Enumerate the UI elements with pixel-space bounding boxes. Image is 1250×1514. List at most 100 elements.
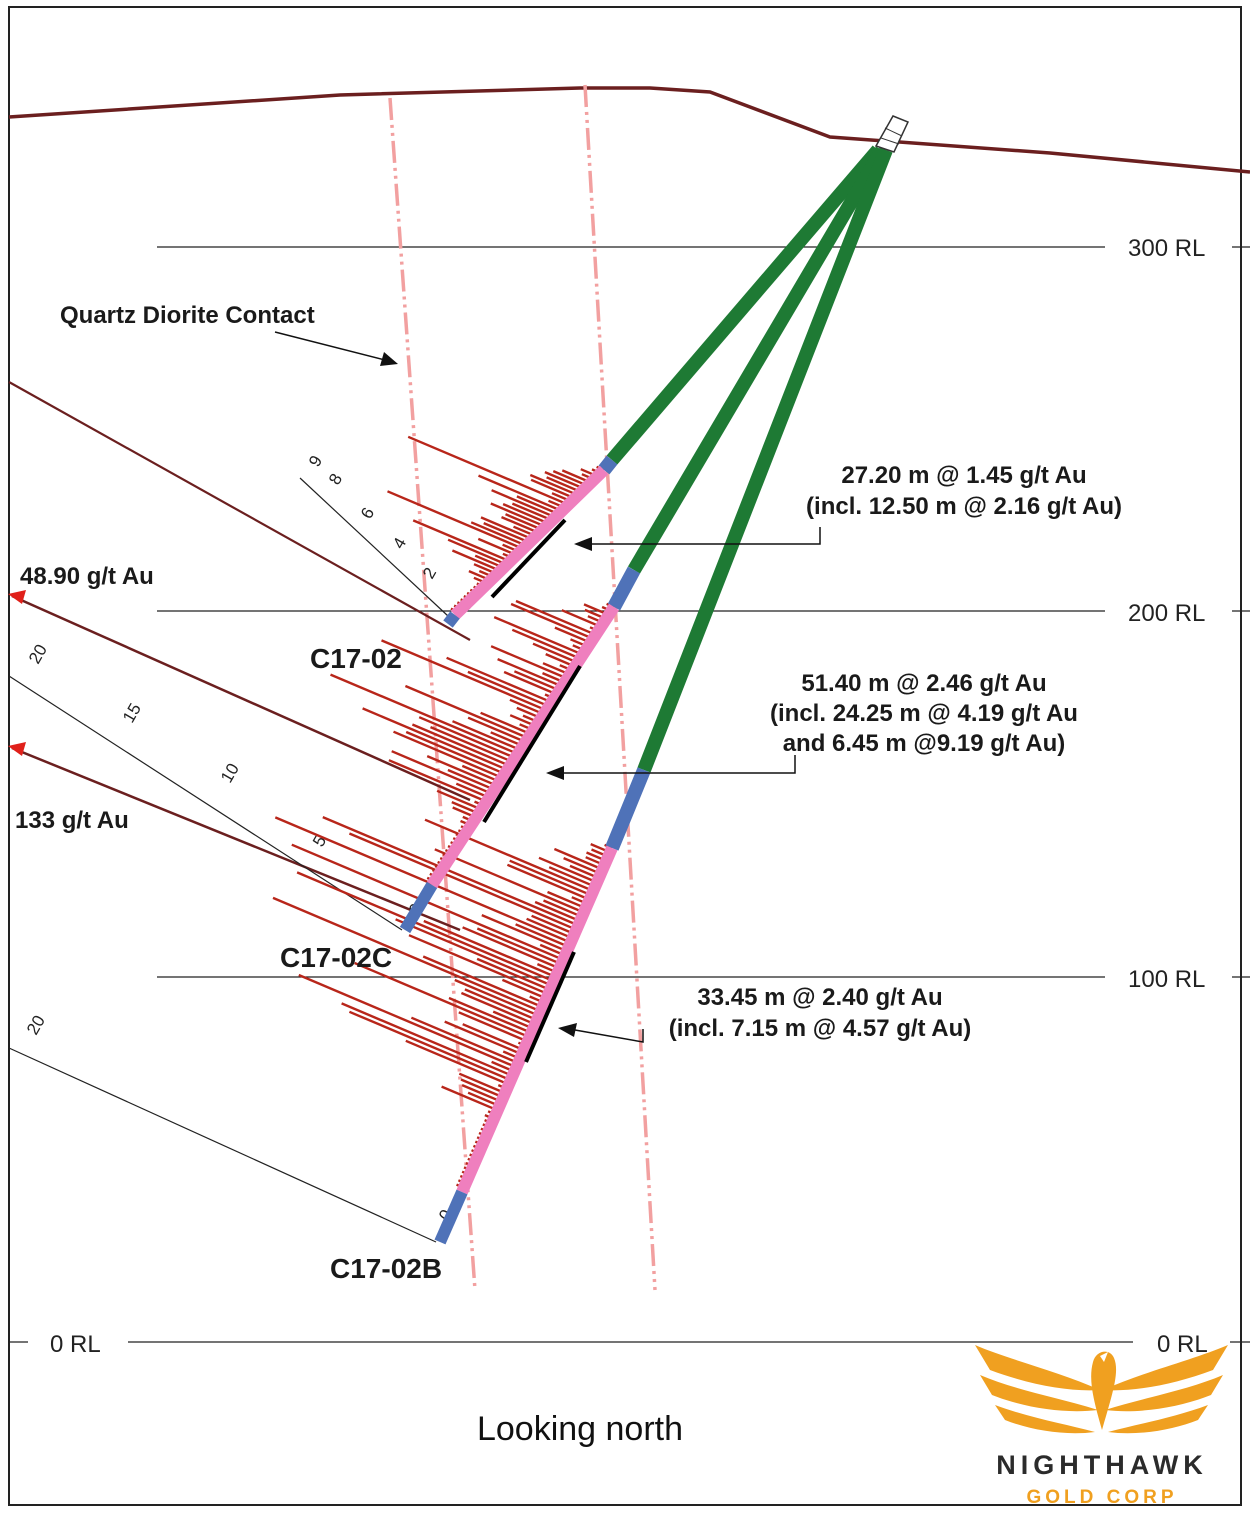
trace-c17-02-lower bbox=[450, 465, 609, 620]
assay-bar-c17-02b bbox=[476, 927, 562, 966]
grade-scale-line-1 bbox=[299, 477, 449, 617]
assay-bar-c17-02c bbox=[511, 628, 581, 660]
assay-bar-c17-02c bbox=[391, 750, 493, 795]
hole-label-c17-02b: C17-02B bbox=[330, 1253, 442, 1284]
assay-bar-c17-02b bbox=[444, 1020, 523, 1056]
assay-bar-c17-02b bbox=[441, 1085, 499, 1112]
level-label-200: 200 RL bbox=[1128, 600, 1205, 627]
assay-bar-c17-02c bbox=[388, 759, 488, 803]
scale1-tick-8: 8 bbox=[325, 470, 346, 488]
intercept-c17-02c-line2: (incl. 24.25 m @ 4.19 g/t Au bbox=[770, 700, 1078, 727]
assay-bar-c17-02c bbox=[510, 602, 594, 640]
intercept-c17-02c-line1: 51.40 m @ 2.46 g/t Au bbox=[801, 670, 1046, 697]
assay-bar-c17-02 bbox=[544, 470, 586, 491]
assay-bar-c17-02b bbox=[460, 991, 536, 1026]
assay-bar-c17-02b bbox=[424, 818, 594, 893]
assay-bar-c17-02c bbox=[503, 670, 558, 696]
assay-bar-c17-02c bbox=[436, 789, 482, 811]
logo-subtitle: GOLD CORP bbox=[1026, 1487, 1177, 1508]
assay-bar-c17-02b bbox=[481, 913, 568, 953]
intercept-c17-02-line1: 27.20 m @ 1.45 g/t Au bbox=[841, 462, 1086, 489]
assay-bar-c17-02c bbox=[405, 730, 506, 775]
nighthawk-logo: NIGHTHAWK GOLD CORP bbox=[975, 1345, 1228, 1508]
projected-trace-upper bbox=[8, 381, 471, 641]
hole-label-c17-02: C17-02 bbox=[310, 643, 402, 674]
assay-bar-c17-02 bbox=[407, 435, 569, 506]
assay-bar-c17-02c bbox=[497, 657, 563, 688]
level-label-100: 100 RL bbox=[1128, 966, 1205, 993]
assay-bar-c17-02b bbox=[434, 848, 585, 914]
assay-bar-c17-02c bbox=[411, 723, 511, 768]
assay-bar-c17-02b bbox=[476, 957, 551, 992]
assay-bar-c17-02b bbox=[543, 899, 583, 918]
intercept-c17-02c: 51.40 m @ 2.46 g/t Au (incl. 24.25 m @ 4… bbox=[546, 670, 1078, 780]
assay-bar-c17-02b bbox=[448, 996, 532, 1035]
assay-bar-c17-02b bbox=[298, 973, 517, 1069]
assay-bar-c17-02 bbox=[502, 502, 550, 525]
assay-bar-c17-02c bbox=[467, 670, 550, 708]
assay-bar-c17-02b bbox=[408, 934, 549, 996]
assay-bar-c17-02b bbox=[348, 832, 577, 931]
value-label-48-90: 48.90 g/t Au bbox=[20, 563, 154, 590]
assay-bar-c17-02 bbox=[501, 515, 540, 535]
assay-bar-c17-02b bbox=[322, 815, 579, 927]
rl-grid: 300 RL 200 RL 100 RL 0 RL 0 RL bbox=[9, 235, 1250, 1358]
assay-bar-c17-02 bbox=[477, 537, 517, 557]
intercept-c17-02-leader bbox=[590, 527, 821, 545]
projected-trace-133 bbox=[11, 746, 461, 932]
assay-bar-c17-02b bbox=[501, 978, 547, 1000]
intercept-c17-02c-leader bbox=[562, 755, 796, 774]
assay-bar-c17-02b bbox=[341, 1002, 514, 1078]
assay-bar-c17-02b bbox=[492, 1010, 534, 1030]
assay-bar-c17-02c bbox=[532, 642, 579, 664]
contact-arrow-shaft bbox=[274, 331, 386, 361]
assay-bar-c17-02 bbox=[491, 489, 556, 519]
assay-bar-c17-02c bbox=[467, 716, 527, 744]
collar-detail-2 bbox=[880, 137, 900, 145]
trace-c17-02c-end bbox=[399, 881, 438, 934]
assay-bar-c17-02c bbox=[330, 673, 519, 756]
assay-bar-c17-02c bbox=[561, 609, 602, 629]
assay-bar-c17-02 bbox=[480, 516, 534, 541]
arrowhead-133 bbox=[8, 742, 26, 756]
assay-bar-c17-02b bbox=[538, 856, 598, 884]
trace-c17-02-end bbox=[443, 611, 460, 628]
logo-name: NIGHTHAWK bbox=[996, 1450, 1207, 1480]
highgrade-c17-02b bbox=[524, 951, 576, 1063]
trace-c17-02b-blue bbox=[605, 767, 651, 851]
assay-bar-c17-02b bbox=[534, 900, 581, 923]
hawk-icon bbox=[975, 1345, 1228, 1434]
assay-bar-c17-02b bbox=[462, 926, 560, 970]
assay-bar-c17-02b bbox=[405, 1039, 510, 1086]
assay-bar-c17-02b bbox=[395, 918, 553, 987]
drill-hole-traces bbox=[399, 115, 910, 1245]
assay-bar-c17-02c bbox=[393, 730, 503, 779]
projected-hole-traces bbox=[8, 381, 471, 1243]
assay-bar-c17-02c bbox=[493, 615, 584, 656]
assay-bar-c17-02c bbox=[362, 707, 508, 771]
arrowhead-48-90 bbox=[8, 590, 26, 604]
view-direction-caption: Looking north bbox=[477, 1410, 683, 1448]
scale2-tick-15: 15 bbox=[119, 700, 145, 726]
topography-line bbox=[8, 86, 1250, 174]
assay-bar-c17-02b bbox=[296, 871, 555, 983]
intercept-c17-02c-arrowhead bbox=[546, 766, 564, 780]
assay-bar-c17-02b bbox=[354, 961, 530, 1039]
assay-bar-c17-02c bbox=[513, 670, 560, 692]
assay-bar-c17-02 bbox=[529, 473, 579, 497]
assay-bar-c17-02b bbox=[410, 1016, 519, 1065]
assay-bar-c17-02b bbox=[553, 847, 604, 871]
assay-bar-c17-02b bbox=[548, 866, 596, 888]
assay-bar-c17-02b bbox=[460, 1078, 504, 1099]
value-label-133: 133 g/t Au bbox=[15, 807, 129, 834]
highgrade-c17-02 bbox=[490, 518, 567, 599]
assay-bar-c17-02b bbox=[547, 890, 587, 910]
intercept-c17-02b-leader bbox=[574, 1029, 644, 1043]
contact-line-east bbox=[583, 84, 657, 1291]
highgrade-c17-02c bbox=[482, 664, 582, 824]
assay-bar-c17-02b bbox=[509, 859, 592, 897]
contact-line-west bbox=[388, 97, 477, 1291]
assay-bar-c17-02b bbox=[526, 917, 574, 940]
assay-bar-c17-02 bbox=[451, 549, 501, 573]
